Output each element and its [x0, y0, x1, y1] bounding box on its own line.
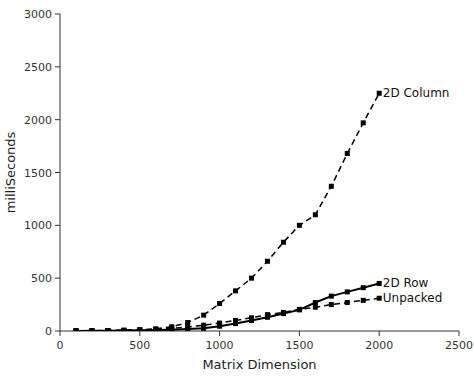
- point: [89, 328, 94, 331]
- y-tick-label: 3000: [24, 8, 52, 21]
- y-tick: [55, 66, 60, 67]
- point: [361, 298, 366, 303]
- point: [265, 259, 270, 264]
- point: [89, 328, 94, 331]
- point: [313, 305, 318, 310]
- point: [153, 328, 158, 331]
- point: [105, 328, 110, 331]
- x-tick: [379, 331, 380, 336]
- point: [377, 281, 382, 286]
- x-tick: [139, 331, 140, 336]
- x-tick: [299, 331, 300, 336]
- point: [137, 328, 142, 331]
- point: [153, 326, 158, 331]
- annotation: Unpacked: [383, 291, 442, 305]
- point: [201, 313, 206, 318]
- point: [185, 320, 190, 325]
- x-tick-label: 2000: [365, 339, 393, 352]
- point: [361, 120, 366, 125]
- y-axis-label: milliSeconds: [3, 131, 18, 213]
- y-tick: [55, 225, 60, 226]
- point: [377, 296, 382, 301]
- y-tick: [55, 331, 60, 332]
- axes: 0 500 1000 1500 2000 2500 0 500 1000 1500 2000 2500…: [24, 8, 473, 352]
- point: [121, 328, 126, 331]
- x-tick-label: 2500: [445, 339, 473, 352]
- y-tick-label: 2500: [24, 61, 52, 74]
- point: [121, 328, 126, 331]
- annotation: 2D Row: [383, 276, 429, 290]
- chart: 0 500 1000 1500 2000 2500 0 500 1000 1500 2000 2500…: [0, 0, 474, 379]
- x-tick: [60, 331, 61, 336]
- point: [233, 288, 238, 293]
- x-tick-label: 1000: [206, 339, 234, 352]
- point: [249, 276, 254, 281]
- point: [153, 327, 158, 331]
- point: [281, 240, 286, 245]
- y-tick-label: 1000: [24, 219, 52, 232]
- point: [185, 324, 190, 329]
- point: [169, 326, 174, 331]
- plot-area: [73, 91, 381, 331]
- point: [121, 328, 126, 331]
- y-tick-label: 2000: [24, 114, 52, 127]
- point: [329, 294, 334, 299]
- point: [73, 328, 78, 331]
- point: [329, 184, 334, 189]
- x-axis-label: Matrix Dimension: [202, 357, 316, 372]
- point: [137, 327, 142, 331]
- point: [377, 91, 382, 96]
- point: [297, 307, 302, 312]
- y-tick: [55, 119, 60, 120]
- point: [201, 323, 206, 328]
- point: [89, 328, 94, 331]
- point: [233, 318, 238, 323]
- annotations: 2D Column 2D RowUnpacked: [383, 86, 450, 305]
- y-tick: [55, 14, 60, 15]
- point: [297, 223, 302, 228]
- point: [217, 321, 222, 326]
- series-line: [76, 93, 379, 331]
- x-tick-label: 500: [129, 339, 150, 352]
- point: [281, 310, 286, 315]
- point: [345, 300, 350, 305]
- series-line: [76, 298, 379, 331]
- x-tick-label: 1500: [285, 339, 313, 352]
- y-tick-label: 500: [31, 272, 52, 285]
- point: [137, 327, 142, 331]
- point: [217, 301, 222, 306]
- point: [297, 307, 302, 312]
- y-tick-label: 1500: [24, 167, 52, 180]
- point: [73, 328, 78, 331]
- y-tick: [55, 172, 60, 173]
- point: [265, 312, 270, 317]
- y-tick: [55, 278, 60, 279]
- x-tick: [219, 331, 220, 336]
- point: [249, 315, 254, 320]
- y-tick-label: 0: [45, 325, 52, 338]
- point: [345, 151, 350, 156]
- point: [345, 289, 350, 294]
- annotation: 2D Column: [383, 86, 450, 100]
- x-tick-label: 0: [57, 339, 64, 352]
- point: [329, 302, 334, 307]
- x-tick: [459, 331, 460, 336]
- point: [105, 328, 110, 331]
- point: [105, 328, 110, 331]
- series-line: [76, 283, 379, 330]
- point: [73, 328, 78, 331]
- point: [361, 285, 366, 290]
- point: [313, 212, 318, 217]
- point: [313, 300, 318, 305]
